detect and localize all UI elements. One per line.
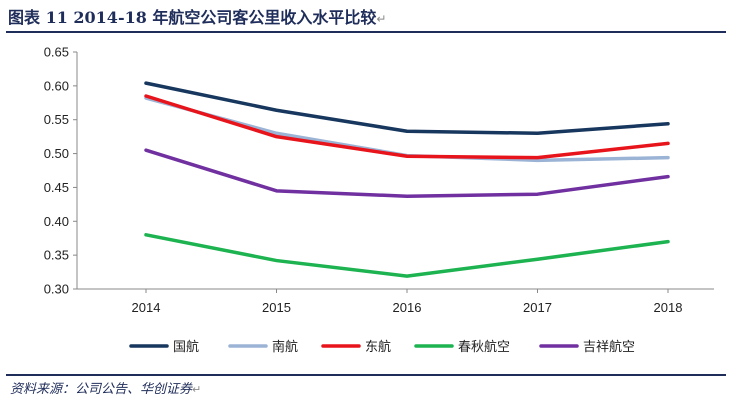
source-note: 资料来源：公司公告、华创证券↵ <box>10 378 201 397</box>
chart-legend: 国航 南航 东航 春秋航空 吉祥航空 <box>129 339 635 355</box>
x-tick-label: 2015 <box>262 300 291 315</box>
x-tick-label: 2016 <box>393 300 422 315</box>
top-rule <box>6 31 726 33</box>
y-tick-label: 0.45 <box>44 180 69 195</box>
legend-label: 春秋航空 <box>458 339 510 355</box>
legend-label: 国航 <box>173 339 199 355</box>
line-chart: 0.30 0.35 0.40 0.45 0.50 0.55 0.60 0.65 2014 2015… <box>44 45 714 355</box>
figure-title-text: 图表 11 2014-18 年航空公司客公里收入水平比较 <box>8 8 377 27</box>
series-line-国航 <box>144 81 670 136</box>
x-tick-label: 2018 <box>654 300 683 315</box>
y-tick-label: 0.35 <box>44 248 69 263</box>
source-text: 资料来源：公司公告、华创证券 <box>10 382 193 397</box>
y-tick-label: 0.40 <box>44 214 69 229</box>
figure-title: 图表 11 2014-18 年航空公司客公里收入水平比较↵ <box>8 4 386 28</box>
y-tick-label: 0.60 <box>44 78 69 93</box>
series-line-东航 <box>144 94 670 160</box>
legend-label: 吉祥航空 <box>583 339 635 355</box>
series-line-春秋航空 <box>144 233 670 278</box>
chart-axes: 0.30 0.35 0.40 0.45 0.50 0.55 0.60 0.65 2014 2015… <box>44 45 714 315</box>
y-tick-label: 0.65 <box>44 45 69 60</box>
return-mark-icon: ↵ <box>192 383 202 396</box>
x-tick-label: 2014 <box>132 300 161 315</box>
return-mark-icon: ↵ <box>376 12 387 26</box>
legend-label: 南航 <box>272 339 298 355</box>
chart-series <box>144 81 670 278</box>
bottom-rule <box>6 374 726 376</box>
x-tick-label: 2017 <box>523 300 552 315</box>
legend-label: 东航 <box>365 339 391 355</box>
series-line-吉祥航空 <box>144 148 670 198</box>
y-tick-label: 0.30 <box>44 282 69 297</box>
y-tick-label: 0.50 <box>44 146 69 161</box>
y-tick-label: 0.55 <box>44 112 69 127</box>
